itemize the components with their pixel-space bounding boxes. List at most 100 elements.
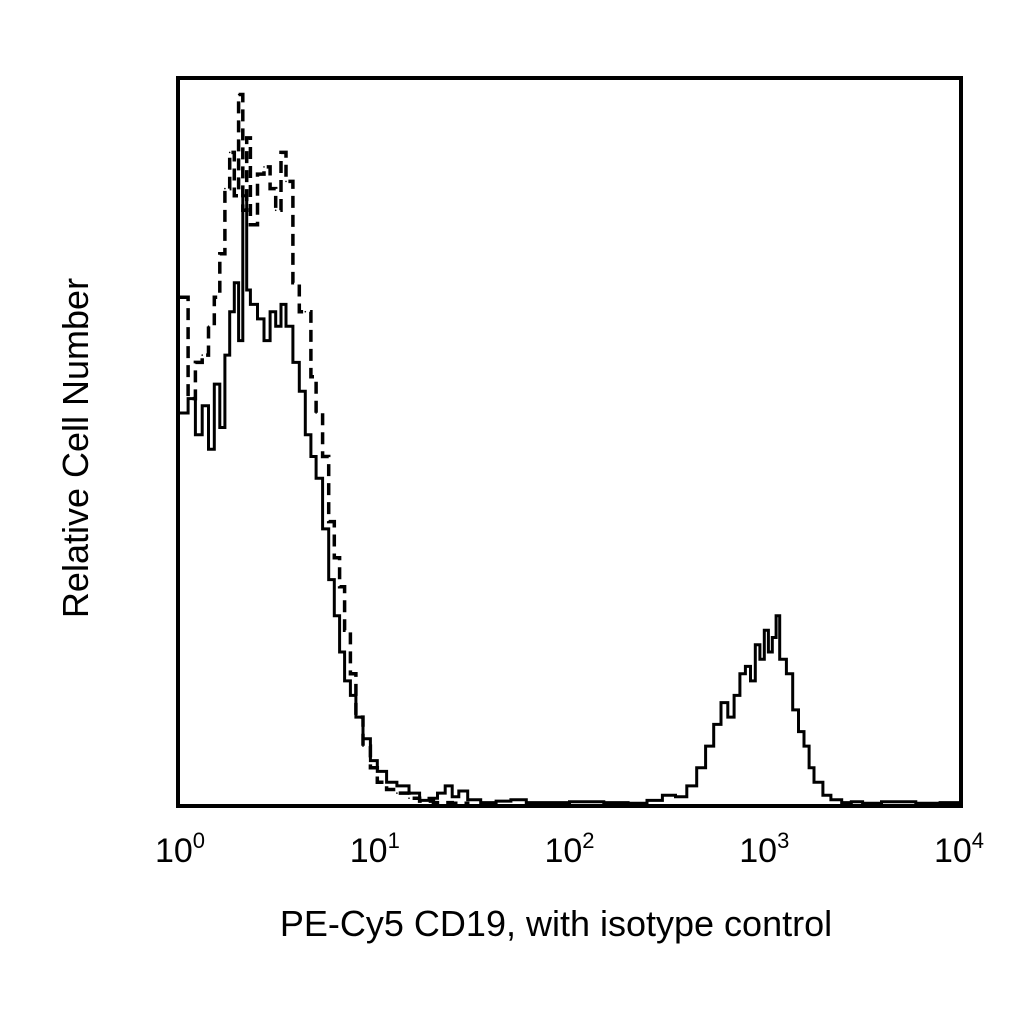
series-0-point [466, 798, 469, 801]
series-0-point [304, 434, 307, 436]
series-0-point [327, 578, 330, 581]
series-0-point [797, 730, 800, 733]
series-0-point [767, 651, 770, 653]
series-1-point [228, 151, 231, 154]
series-1-point [245, 137, 248, 139]
series-1-point [304, 310, 307, 313]
series-0-point [808, 767, 810, 769]
series-1-point [418, 800, 421, 802]
series-1-point [451, 802, 454, 805]
series-0-point [915, 802, 917, 805]
series-0-point [310, 455, 312, 458]
series-0-point [674, 796, 677, 798]
series-0-point [850, 801, 853, 803]
series-0-point [343, 680, 346, 682]
x-axis-title: PE-Cy5 CD19, with isotype control [280, 903, 832, 944]
series-0-point [436, 792, 439, 794]
x-tick-base: 10 [934, 832, 972, 870]
series-0-point [376, 770, 379, 773]
x-tick-label: 104 [934, 828, 984, 870]
series-0-point [269, 310, 271, 313]
x-tick-base: 10 [155, 832, 193, 870]
series-0-point [695, 767, 698, 769]
series-0-point [830, 798, 832, 801]
series-0-point [744, 665, 747, 668]
series-0-point [458, 790, 460, 792]
series-0-point [274, 325, 277, 328]
series-0-point [939, 801, 941, 804]
x-tick-exponent: 0 [193, 828, 205, 853]
isotype-control-series-line [180, 92, 470, 806]
series-0-point [280, 303, 282, 306]
series-0-point [224, 354, 226, 356]
series-1-point [207, 325, 210, 328]
series-0-point [510, 798, 512, 801]
series-0-point [822, 794, 824, 797]
series-0-point [219, 426, 221, 429]
series-0-point [739, 672, 741, 675]
series-0-point [428, 797, 430, 799]
series-0-point [754, 643, 757, 646]
series-0-point [349, 694, 352, 697]
series-0-point [661, 794, 664, 797]
series-0-point [627, 802, 629, 805]
series-0-point [333, 615, 336, 617]
series-1-point [298, 310, 301, 313]
series-0-point [385, 781, 388, 784]
series-1-point [408, 797, 410, 799]
series-1-point [355, 716, 357, 718]
series-1-point [376, 781, 379, 784]
x-tick-label: 103 [739, 828, 789, 870]
series-0-point [785, 672, 788, 675]
series-0-point [775, 615, 777, 617]
series-0-point [315, 477, 317, 480]
series-0-point [228, 310, 231, 313]
series-1-point [274, 209, 277, 212]
series-1-point [233, 195, 236, 197]
series-1-point [315, 412, 317, 414]
series-0-point [759, 658, 761, 660]
x-tick-label: 101 [350, 828, 400, 870]
x-tick-exponent: 3 [777, 828, 789, 853]
series-0-point [451, 796, 454, 798]
series-1-point [385, 788, 388, 791]
series-0-point [207, 448, 210, 451]
series-0-point [298, 390, 301, 393]
series-1-point [327, 520, 330, 523]
series-0-point [369, 759, 372, 762]
series-0-point [749, 680, 752, 682]
series-1-point [201, 354, 203, 356]
series-0-point [233, 281, 236, 284]
series-1-point [292, 281, 294, 284]
x-tick-base: 10 [350, 832, 388, 870]
series-0-point [525, 801, 528, 804]
series-1-point [310, 376, 312, 378]
series-1-point [213, 296, 216, 299]
series-1-point [321, 455, 324, 458]
series-1-point [396, 792, 398, 794]
x-tick-base: 10 [544, 832, 582, 870]
series-0-point [880, 801, 883, 803]
series-1-point [432, 801, 435, 804]
series-1-point [224, 187, 226, 190]
series-1-point [369, 767, 372, 769]
series-1-point [219, 253, 221, 255]
series-0-point [245, 289, 248, 291]
series-0-point [720, 701, 722, 704]
series-0-point [285, 325, 287, 328]
series-0-point [733, 694, 735, 697]
series-0-point [338, 651, 341, 653]
series-1-point [349, 672, 352, 675]
series-1-point [194, 361, 197, 364]
series-0-point [263, 339, 265, 342]
series-1-point [237, 93, 240, 96]
series-0-point [201, 405, 203, 407]
cd19-series-line [180, 194, 961, 805]
series-1-point [256, 173, 259, 175]
series-1-point [269, 187, 271, 190]
series-1-point [285, 180, 287, 183]
series-0-point [861, 802, 864, 805]
